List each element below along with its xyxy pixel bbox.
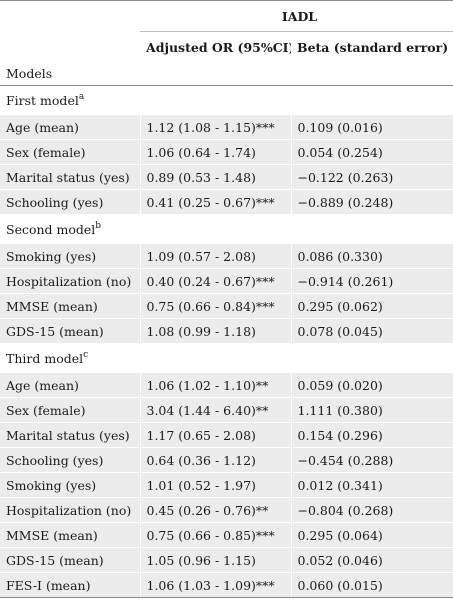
section-row: Third modelc (0, 343, 453, 373)
variable-cell: Smoking (yes) (0, 244, 141, 269)
variable-cell: Sex (female) (0, 139, 141, 165)
odds-ratio-cell: 1.12 (1.08 - 1.15)*** (140, 115, 292, 140)
section-label: Second modelb (0, 214, 453, 244)
table-row: GDS-15 (mean) 1.08 (0.99 - 1.18) 0.078 (0.… (0, 318, 453, 344)
table-row: Smoking (yes) 1.01 (0.52 - 1.97) 0.012 (0.… (0, 472, 453, 498)
section-footnote-marker: c (83, 349, 89, 360)
section-footnote-marker: b (95, 220, 102, 231)
section-title: Third model (6, 351, 84, 367)
odds-ratio-cell: 1.01 (0.52 - 1.97) (140, 472, 292, 498)
table-row: Sex (female) 3.04 (1.44 - 6.40)** 1.111 (0… (0, 397, 453, 423)
variable-cell: Hospitalization (no) (0, 268, 141, 294)
header-group-label: IADL (140, 0, 453, 32)
beta-cell: −0.804 (0.268) (291, 497, 453, 523)
table-row: GDS-15 (mean) 1.05 (0.96 - 1.15) 0.052 (0.… (0, 547, 453, 573)
variable-cell: GDS-15 (mean) (0, 318, 141, 344)
table-row: Smoking (yes) 1.09 (0.57 - 2.08) 0.086 (0.… (0, 244, 453, 269)
empty-cell (140, 62, 291, 86)
beta-cell: 0.154 (0.296) (291, 422, 453, 448)
table-row: Schooling (yes) 0.41 (0.25 - 0.67)*** −0.8… (0, 189, 453, 215)
beta-cell: −0.889 (0.248) (291, 189, 453, 215)
odds-ratio-cell: 1.06 (0.64 - 1.74) (140, 139, 292, 165)
variable-cell: Schooling (yes) (0, 189, 141, 215)
variable-cell: GDS-15 (mean) (0, 547, 141, 573)
table-row: Marital status (yes) 0.89 (0.53 - 1.48) −0… (0, 164, 453, 190)
section-title: Second model (6, 222, 96, 238)
odds-ratio-cell: 0.75 (0.66 - 0.84)*** (140, 293, 292, 319)
beta-cell: 0.295 (0.062) (291, 293, 453, 319)
section-row: Second modelb (0, 214, 453, 244)
beta-cell: −0.454 (0.288) (291, 447, 453, 473)
beta-cell: 0.059 (0.020) (291, 373, 453, 398)
beta-cell: 0.012 (0.341) (291, 472, 453, 498)
odds-ratio-cell: 1.05 (0.96 - 1.15) (140, 547, 292, 573)
variable-cell: FES-I (mean) (0, 572, 141, 598)
table-row: MMSE (mean) 0.75 (0.66 - 0.85)*** 0.295 (0… (0, 522, 453, 548)
beta-cell: 0.052 (0.046) (291, 547, 453, 573)
table-row: MMSE (mean) 0.75 (0.66 - 0.84)*** 0.295 (0… (0, 293, 453, 319)
table-row: Schooling (yes) 0.64 (0.36 - 1.12) −0.454 … (0, 447, 453, 473)
variable-cell: Marital status (yes) (0, 164, 141, 190)
header-empty-cell (0, 32, 140, 63)
odds-ratio-cell: 0.40 (0.24 - 0.67)*** (140, 268, 292, 294)
odds-ratio-cell: 1.09 (0.57 - 2.08) (140, 244, 292, 269)
section-footnote-marker: a (78, 91, 85, 102)
table-row: Hospitalization (no) 0.45 (0.26 - 0.76)**… (0, 497, 453, 523)
header-group-row: IADL (0, 0, 453, 32)
odds-ratio-cell: 1.06 (1.03 - 1.09)*** (140, 572, 292, 598)
header-beta-label: Beta (standard error) (297, 39, 449, 55)
odds-ratio-cell: 0.41 (0.25 - 0.67)*** (140, 189, 292, 215)
odds-ratio-cell: 1.06 (1.02 - 1.10)** (140, 373, 292, 398)
table-row: Age (mean) 1.06 (1.02 - 1.10)** 0.059 (0.0… (0, 373, 453, 398)
variable-cell: Hospitalization (no) (0, 497, 141, 523)
beta-cell: 0.078 (0.045) (291, 318, 453, 344)
odds-ratio-cell: 0.75 (0.66 - 0.85)*** (140, 522, 292, 548)
beta-cell: 1.111 (0.380) (291, 397, 453, 423)
table-row: Marital status (yes) 1.17 (0.65 - 2.08) 0.… (0, 422, 453, 448)
odds-ratio-cell: 0.45 (0.26 - 0.76)** (140, 497, 292, 523)
header-or-label: Adjusted OR (95%CI) (146, 39, 291, 55)
table-row: FES-I (mean) 1.06 (1.03 - 1.09)*** 0.060 (… (0, 572, 453, 598)
header-columns-row: Adjusted OR (95%CI) Beta (standard error… (0, 32, 453, 63)
odds-ratio-cell: 0.64 (0.36 - 1.12) (140, 447, 292, 473)
empty-cell (291, 62, 453, 86)
odds-ratio-cell: 1.17 (0.65 - 2.08) (140, 422, 292, 448)
beta-cell: −0.122 (0.263) (291, 164, 453, 190)
beta-cell: 0.295 (0.064) (291, 522, 453, 548)
variable-cell: Smoking (yes) (0, 472, 141, 498)
table-row: Age (mean) 1.12 (1.08 - 1.15)*** 0.109 (0.… (0, 115, 453, 140)
section-label: Third modelc (0, 343, 453, 373)
models-label: Models (6, 66, 53, 81)
variable-cell: Marital status (yes) (0, 422, 141, 448)
beta-cell: −0.914 (0.261) (291, 268, 453, 294)
table-row: Sex (female) 1.06 (0.64 - 1.74) 0.054 (0.2… (0, 139, 453, 165)
variable-cell: Sex (female) (0, 397, 141, 423)
beta-cell: 0.109 (0.016) (291, 115, 453, 140)
variable-cell: Age (mean) (0, 373, 141, 398)
section-label: First modela (0, 85, 453, 115)
odds-ratio-cell: 1.08 (0.99 - 1.18) (140, 318, 292, 344)
beta-cell: 0.054 (0.254) (291, 139, 453, 165)
models-row: Models (0, 62, 453, 86)
variable-cell: Schooling (yes) (0, 447, 141, 473)
odds-ratio-cell: 0.89 (0.53 - 1.48) (140, 164, 292, 190)
header-empty-cell (0, 0, 140, 32)
section-title: First model (6, 93, 79, 109)
beta-cell: 0.086 (0.330) (291, 244, 453, 269)
table-row: Hospitalization (no) 0.40 (0.24 - 0.67)**… (0, 268, 453, 294)
variable-cell: MMSE (mean) (0, 522, 141, 548)
section-row: First modela (0, 85, 453, 115)
variable-cell: MMSE (mean) (0, 293, 141, 319)
beta-cell: 0.060 (0.015) (291, 572, 453, 598)
variable-cell: Age (mean) (0, 115, 141, 140)
odds-ratio-cell: 3.04 (1.44 - 6.40)** (140, 397, 292, 423)
